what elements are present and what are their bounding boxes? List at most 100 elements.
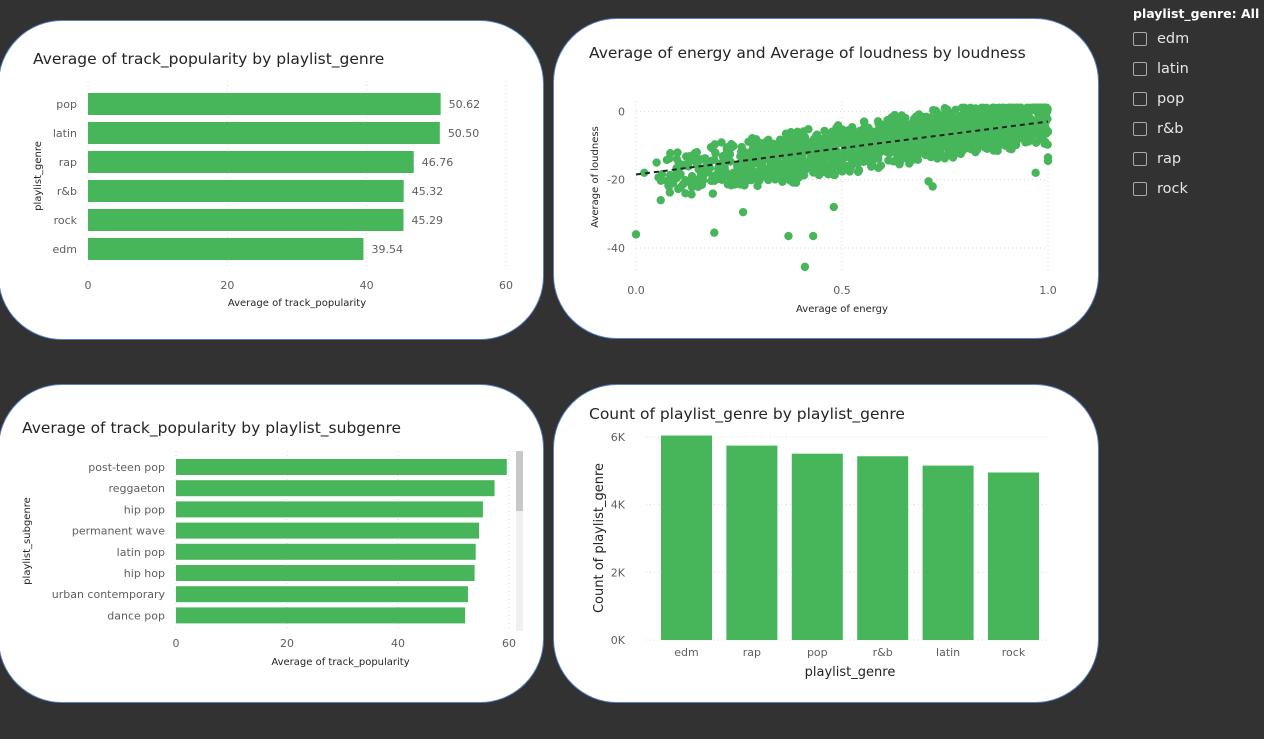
x-tick-label: 40 [391, 637, 405, 650]
bar [176, 565, 475, 581]
scatter-point [715, 169, 724, 178]
scatter-point [867, 162, 876, 171]
scatter-point [775, 135, 785, 144]
slicer-item-rnb[interactable]: r&b [1133, 114, 1263, 144]
scatter-point [979, 135, 988, 144]
y-tick-label: pop [56, 98, 77, 111]
scatter-point [1009, 111, 1019, 120]
scatter-point [833, 161, 842, 170]
y-tick-label: edm [53, 243, 77, 256]
scatter-point [1031, 124, 1040, 134]
scatter-point [748, 149, 757, 158]
scatter-point [800, 262, 810, 272]
checkbox-icon[interactable] [1133, 122, 1147, 136]
bar [88, 180, 404, 202]
scatter-point [1021, 105, 1030, 114]
scatter-point [631, 230, 641, 239]
y-tick-label: urban contemporary [52, 588, 166, 601]
y-tick-label: 0K [611, 634, 626, 647]
scatter-point [1001, 140, 1010, 149]
y-tick-label: reggaeton [108, 482, 165, 495]
x-tick-label: 20 [280, 637, 294, 650]
scatter-point [812, 131, 821, 140]
slicer-item-rap[interactable]: rap [1133, 144, 1263, 174]
scatter-point [656, 195, 665, 205]
scatter-point [843, 127, 852, 137]
chart-title: Average of energy and Average of loudnes… [589, 44, 1026, 62]
point-cloud [654, 103, 1053, 199]
scatter-point [893, 155, 903, 164]
scatter-point [1031, 168, 1040, 178]
bar [791, 453, 843, 640]
chart-title: Average of track_popularity by playlist_… [22, 419, 402, 437]
checkbox-icon[interactable] [1133, 182, 1147, 196]
scatter-point [749, 167, 759, 177]
scatter-point [1043, 153, 1053, 162]
chart-card-energy-loudness[interactable]: Average of energy and Average of loudnes… [553, 18, 1099, 339]
scatter-point [1039, 129, 1049, 138]
scatter-point [773, 157, 782, 166]
energy-loudness-chart: 0 -20 -40 0.0 0.5 1.0 Average of energy Average… [590, 101, 1057, 315]
bar [857, 456, 909, 640]
scatter-point [656, 176, 666, 185]
scatter-point [908, 153, 918, 163]
scatter-point [668, 178, 678, 188]
chart-card-genre-count[interactable]: Count of playlist_genre by playlist_genr… [553, 384, 1099, 703]
scatter-point [692, 148, 702, 157]
scatter-point [759, 172, 768, 181]
scatter-point [1017, 119, 1026, 129]
checkbox-icon[interactable] [1133, 32, 1147, 46]
scatter-point [876, 161, 886, 170]
x-tick-label: 1.0 [1039, 284, 1057, 297]
x-axis-title: Average of track_popularity [271, 657, 409, 668]
scatter-point [961, 104, 971, 113]
x-tick-label: 0 [85, 279, 92, 292]
checkbox-icon[interactable] [1133, 92, 1147, 106]
scatter-point [1005, 117, 1014, 126]
scatter-point [882, 121, 892, 130]
slicer-item-edm[interactable]: edm [1133, 24, 1263, 54]
y-tick-label: rap [59, 156, 77, 169]
scatter-point [985, 142, 994, 152]
chart-card-subgenre-popularity[interactable]: Average of track_popularity by playlist_… [0, 384, 544, 703]
chart-title: Average of track_popularity by playlist_… [33, 50, 385, 68]
scatter-point [751, 174, 760, 183]
scatter-point [786, 176, 795, 185]
slicer-item-pop[interactable]: pop [1133, 84, 1263, 114]
bar [88, 122, 440, 144]
scatter-point [993, 132, 1002, 142]
genre-count-chart: 0K 2K 4K 6K edm rap pop r&b latin rock playlist_ge… [592, 431, 1048, 680]
scatter-point [972, 145, 982, 155]
slicer-item-latin[interactable]: latin [1133, 54, 1263, 84]
x-tick-label: 60 [499, 279, 513, 292]
scatter-point [959, 145, 968, 155]
scatter-point [799, 127, 808, 136]
scatter-point [831, 128, 840, 137]
scatter-point [708, 189, 718, 198]
scatter-point [808, 231, 818, 241]
scatter-point [908, 121, 917, 131]
scatter-point [928, 105, 938, 115]
scatter-point [912, 137, 921, 147]
scatter-point [854, 166, 864, 175]
bar [176, 543, 476, 560]
scatter-point [860, 127, 870, 137]
x-tick-label: 0.0 [627, 284, 645, 297]
scatter-point [951, 105, 960, 115]
chart-card-genre-popularity[interactable]: Average of track_popularity by playlist_… [0, 20, 544, 340]
scatter-point [953, 113, 963, 122]
scatter-point [953, 135, 962, 144]
scatter-point [754, 140, 763, 150]
scatter-point [988, 114, 997, 123]
scatter-point [779, 172, 789, 181]
bar [176, 522, 480, 539]
scatter-point [927, 149, 937, 158]
scatter-point [697, 175, 707, 184]
x-tick-label: edm [674, 646, 698, 659]
scatter-point [857, 146, 866, 155]
checkbox-icon[interactable] [1133, 62, 1147, 76]
scatter-point [842, 147, 852, 157]
x-axis-title: Average of track_popularity [228, 298, 366, 309]
checkbox-icon[interactable] [1133, 152, 1147, 166]
slicer-item-rock[interactable]: rock [1133, 174, 1263, 204]
